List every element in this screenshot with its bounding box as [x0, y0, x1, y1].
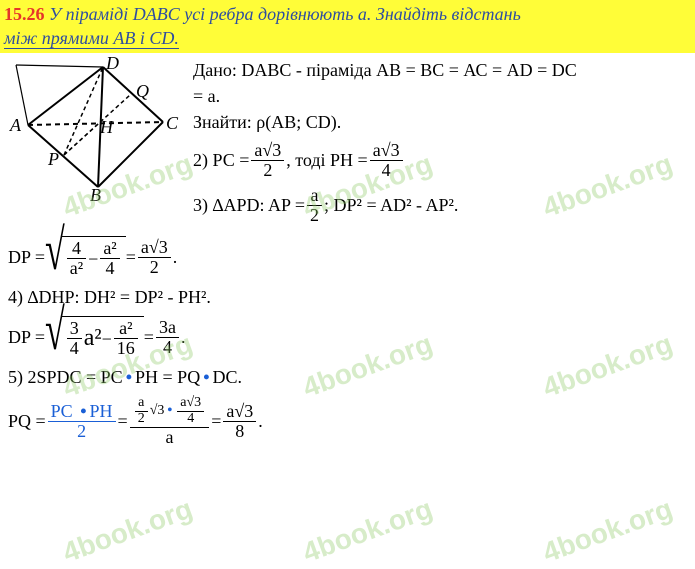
sqrt-1: √ 4 a² − a² 4 — [45, 236, 126, 278]
dp-calc-2: DP = √ 3 4 a² − a² 16 = 3a 4 . — [8, 316, 687, 358]
step2-prefix: 2) РС = — [193, 147, 249, 173]
frac-pcph: PC •PH 2 — [48, 402, 116, 441]
step2-mid: , тоді РН = — [286, 147, 367, 173]
dot-icon: • — [164, 404, 175, 419]
frac-den: 2 — [138, 258, 171, 277]
frac-den: 2 — [135, 412, 148, 427]
frac-complex: a 2 √3 • a√3 4 a — [130, 396, 210, 446]
frac-num: a√3 — [138, 238, 171, 258]
frac-den: 8 — [223, 422, 256, 441]
inner-frac: a√3 4 — [177, 396, 204, 426]
label-c: C — [166, 113, 179, 133]
label-a: A — [9, 115, 22, 135]
pyramid-diagram: D A B C Q P H — [8, 57, 183, 202]
label-d: D — [105, 57, 119, 73]
watermark: 4book.org — [299, 493, 437, 569]
period: . — [173, 244, 178, 270]
label-h: H — [99, 117, 114, 137]
frac-den: a — [130, 428, 210, 447]
dot-icon: • — [77, 401, 89, 421]
problem-number: 15.26 — [4, 4, 45, 24]
equals: = — [211, 408, 221, 434]
frac-num: a — [135, 396, 148, 412]
watermark: 4book.org — [59, 493, 197, 569]
label-b: B — [90, 185, 101, 202]
pq-calc: PQ = PC •PH 2 = a 2 √3 • a√3 4 a = — [8, 396, 687, 446]
frac-den: a² — [67, 259, 86, 278]
frac: 4 a² — [67, 239, 86, 278]
solution-body: D A B C Q P H Дано: DABC - піраміда АВ =… — [0, 53, 695, 461]
frac-result: a√3 8 — [223, 402, 256, 441]
frac-result: 3a 4 — [156, 318, 179, 357]
frac-num: a√3 — [223, 402, 256, 422]
frac: a² 16 — [114, 319, 138, 358]
inner-frac: a 2 — [135, 396, 148, 426]
frac-ph: a√3 4 — [370, 141, 403, 180]
equals: = — [144, 324, 154, 350]
frac-den: 4 — [370, 161, 403, 180]
frac-num: a² — [114, 319, 138, 339]
frac-num: 4 — [67, 239, 86, 259]
frac-den: 4 — [177, 412, 204, 427]
frac-num: a² — [100, 239, 119, 259]
dp2-prefix: DP = — [8, 324, 45, 350]
pc-ph: PC •PH — [51, 401, 113, 421]
step-2: 2) РС = a√3 2 , тоді РН = a√3 4 — [193, 141, 687, 180]
sqrt3: √3 — [150, 404, 165, 419]
sqrt-2: √ 3 4 a² − a² 16 — [45, 316, 144, 358]
frac-ap: a 2 — [307, 186, 322, 225]
step3-suffix: ; DP² = AD² - AP². — [324, 192, 458, 218]
problem-text-line2: між прямими АВ і CD. — [4, 28, 179, 49]
frac-num: 3a — [156, 318, 179, 338]
problem-statement: 15.26 У піраміді DABC усі ребра дорівнюю… — [0, 0, 695, 53]
dp1-prefix: DP = — [8, 244, 45, 270]
problem-text-line1: У піраміді DABC усі ребра дорівнюють a. … — [49, 4, 521, 24]
equals: = — [126, 244, 136, 270]
step-5: 5) 2SPDC = PC • PH = PQ • DC. — [8, 364, 687, 390]
label-p: P — [47, 149, 59, 169]
frac: 3 4 — [67, 319, 82, 358]
period: . — [181, 324, 186, 350]
frac-den: 2 — [48, 422, 116, 441]
pq-prefix: PQ = — [8, 408, 46, 434]
frac-pc: a√3 2 — [251, 141, 284, 180]
minus: − — [88, 246, 98, 272]
watermark: 4book.org — [539, 493, 677, 569]
frac-num: 3 — [67, 319, 82, 339]
given-line1a: Дано: DABC - піраміда АВ = ВС = АС = AD … — [193, 57, 687, 83]
step-4: 4) ∆DHP: DH² = DP² - PH². — [8, 284, 687, 310]
radical-sign: √ — [45, 228, 65, 295]
radical-sign: √ — [45, 308, 65, 375]
frac-den: 4 — [67, 339, 82, 358]
frac-num: a — [307, 186, 322, 206]
a-squared: a² — [84, 321, 102, 356]
frac: a² 4 — [100, 239, 119, 278]
frac-num: a√3 — [251, 141, 284, 161]
label-q: Q — [136, 81, 149, 101]
frac-den: 2 — [307, 206, 322, 225]
frac-den: 4 — [156, 338, 179, 357]
period: . — [258, 408, 263, 434]
frac-num: a√3 — [370, 141, 403, 161]
find-line: Знайти: ρ(АВ; CD). — [193, 109, 687, 135]
frac-den: 2 — [251, 161, 284, 180]
equals: = — [118, 408, 128, 434]
step-3: 3) ∆APD: AP = a 2 ; DP² = AD² - AP². — [193, 186, 687, 225]
step3-prefix: 3) ∆APD: AP = — [193, 192, 305, 218]
minus: − — [102, 326, 112, 352]
frac-den: 4 — [100, 259, 119, 278]
frac-num: a√3 — [177, 396, 204, 412]
frac-den: 16 — [114, 339, 138, 358]
dot-icon: • — [200, 364, 212, 390]
dp-calc-1: DP = √ 4 a² − a² 4 = a√3 2 . — [8, 236, 687, 278]
dot-icon: • — [123, 364, 135, 390]
frac-result: a√3 2 — [138, 238, 171, 277]
given-line1b: = a. — [193, 83, 687, 109]
